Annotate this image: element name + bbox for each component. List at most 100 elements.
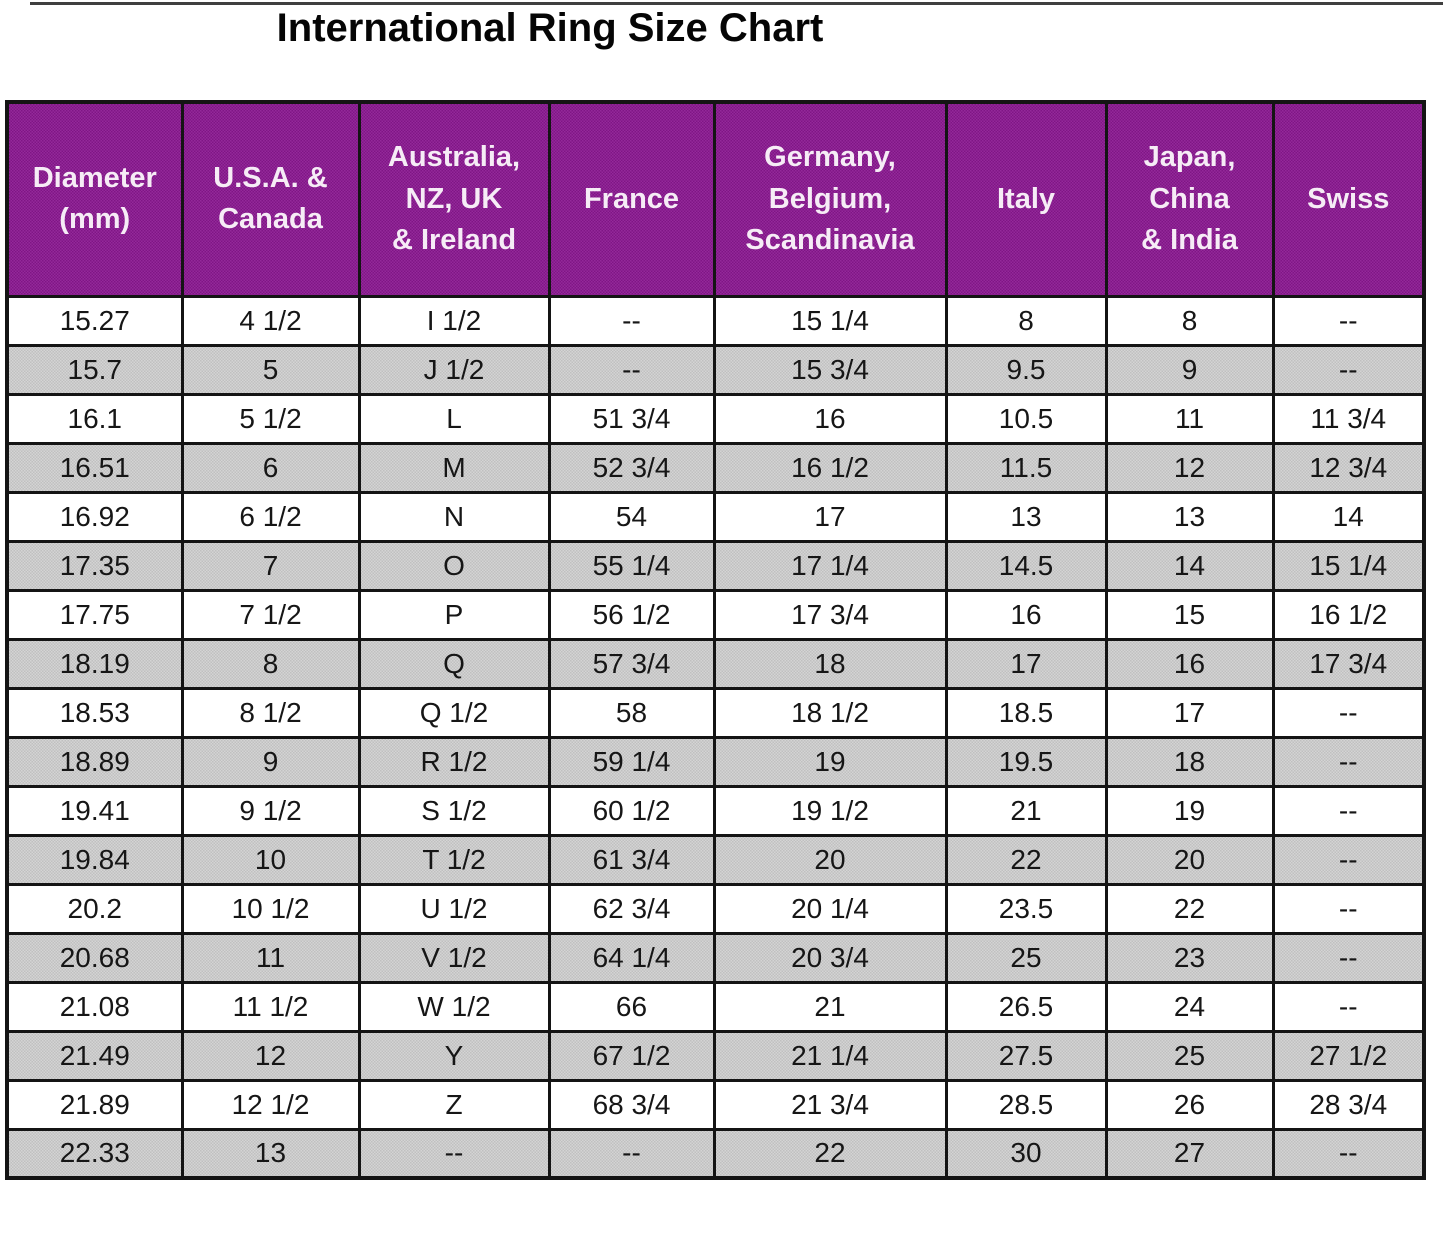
- table-cell-swiss: 16 1/2: [1271, 588, 1426, 641]
- table-cell-australia-nz-uk-ireland: S 1/2: [357, 784, 551, 837]
- table-cell-france: 67 1/2: [547, 1029, 716, 1082]
- table-cell-japan-china-india: 19: [1104, 784, 1275, 837]
- table-cell-france: 68 3/4: [547, 1078, 716, 1131]
- table-cell-france: 51 3/4: [547, 392, 716, 445]
- table-cell-usa-canada: 8: [180, 637, 361, 690]
- table-cell-france: 55 1/4: [547, 539, 716, 592]
- table-cell-japan-china-india: 24: [1104, 980, 1275, 1033]
- table-body: 15.27 4 1/2 I 1/2 -- 15 1/4 8 8 -- 15.7 5 J 1/2 -- 1…: [5, 294, 1426, 1180]
- table-cell-france: 60 1/2: [547, 784, 716, 837]
- table-cell-germany-belgium-scandinavia: 19 1/2: [712, 784, 948, 837]
- table-cell-italy: 27.5: [944, 1029, 1108, 1082]
- table-cell-usa-canada: 11 1/2: [180, 980, 361, 1033]
- table-cell-japan-china-india: 26: [1104, 1078, 1275, 1131]
- table-cell-usa-canada: 9: [180, 735, 361, 788]
- table-row: 16.92 6 1/2 N 54 17 13 13 14: [5, 490, 1426, 543]
- table-cell-australia-nz-uk-ireland: Z: [357, 1078, 551, 1131]
- column-header-france: France: [547, 100, 716, 298]
- table-cell-diameter-mm: 19.41: [5, 784, 184, 837]
- table-cell-germany-belgium-scandinavia: 21 3/4: [712, 1078, 948, 1131]
- table-cell-japan-china-india: 13: [1104, 490, 1275, 543]
- table-cell-usa-canada: 12: [180, 1029, 361, 1082]
- column-header-usa-canada: U.S.A. & Canada: [180, 100, 361, 298]
- table-cell-usa-canada: 5: [180, 343, 361, 396]
- table-cell-italy: 17: [944, 637, 1108, 690]
- table-cell-diameter-mm: 16.1: [5, 392, 184, 445]
- table-cell-swiss: 28 3/4: [1271, 1078, 1426, 1131]
- table-cell-germany-belgium-scandinavia: 18 1/2: [712, 686, 948, 739]
- table-cell-usa-canada: 9 1/2: [180, 784, 361, 837]
- table-cell-diameter-mm: 16.92: [5, 490, 184, 543]
- page-title: International Ring Size Chart: [276, 6, 824, 50]
- table-cell-swiss: 15 1/4: [1271, 539, 1426, 592]
- table-row: 16.1 5 1/2 L 51 3/4 16 10.5 11 11 3/4: [5, 392, 1426, 445]
- table-row: 21.49 12 Y 67 1/2 21 1/4 27.5 25 27 1/2: [5, 1029, 1426, 1082]
- table-cell-italy: 13: [944, 490, 1108, 543]
- table-cell-australia-nz-uk-ireland: V 1/2: [357, 931, 551, 984]
- table-cell-germany-belgium-scandinavia: 18: [712, 637, 948, 690]
- table-cell-germany-belgium-scandinavia: 21: [712, 980, 948, 1033]
- table-cell-japan-china-india: 22: [1104, 882, 1275, 935]
- table-cell-italy: 28.5: [944, 1078, 1108, 1131]
- table-cell-germany-belgium-scandinavia: 21 1/4: [712, 1029, 948, 1082]
- table-cell-germany-belgium-scandinavia: 22: [712, 1127, 948, 1180]
- table-row: 17.35 7 O 55 1/4 17 1/4 14.5 14 15 1/4: [5, 539, 1426, 592]
- table-cell-germany-belgium-scandinavia: 20 1/4: [712, 882, 948, 935]
- table-cell-japan-china-india: 27: [1104, 1127, 1275, 1180]
- table-cell-swiss: --: [1271, 833, 1426, 886]
- table-cell-italy: 16: [944, 588, 1108, 641]
- table-cell-japan-china-india: 17: [1104, 686, 1275, 739]
- table-cell-swiss: --: [1271, 343, 1426, 396]
- table-cell-france: 56 1/2: [547, 588, 716, 641]
- table-cell-australia-nz-uk-ireland: T 1/2: [357, 833, 551, 886]
- table-cell-usa-canada: 7 1/2: [180, 588, 361, 641]
- table-cell-italy: 18.5: [944, 686, 1108, 739]
- table-cell-japan-china-india: 12: [1104, 441, 1275, 494]
- table-cell-japan-china-india: 25: [1104, 1029, 1275, 1082]
- table-cell-swiss: --: [1271, 686, 1426, 739]
- top-divider: [30, 2, 1443, 5]
- table-cell-swiss: 14: [1271, 490, 1426, 543]
- table-cell-italy: 11.5: [944, 441, 1108, 494]
- table-cell-usa-canada: 11: [180, 931, 361, 984]
- table-cell-usa-canada: 12 1/2: [180, 1078, 361, 1131]
- table-cell-italy: 8: [944, 294, 1108, 347]
- table-cell-usa-canada: 5 1/2: [180, 392, 361, 445]
- table-cell-japan-china-india: 8: [1104, 294, 1275, 347]
- table-header: Diameter (mm) U.S.A. & Canada Australia, NZ, …: [5, 100, 1426, 298]
- table-cell-australia-nz-uk-ireland: Q: [357, 637, 551, 690]
- table-cell-italy: 9.5: [944, 343, 1108, 396]
- table-row: 21.08 11 1/2 W 1/2 66 21 26.5 24 --: [5, 980, 1426, 1033]
- column-header-australia-nz-uk-ireland: Australia, NZ, UK & Ireland: [357, 100, 551, 298]
- table-cell-diameter-mm: 15.27: [5, 294, 184, 347]
- table-cell-swiss: 27 1/2: [1271, 1029, 1426, 1082]
- header-row: Diameter (mm) U.S.A. & Canada Australia, NZ, …: [5, 100, 1426, 298]
- table-cell-japan-china-india: 23: [1104, 931, 1275, 984]
- table-cell-france: 52 3/4: [547, 441, 716, 494]
- table-cell-usa-canada: 10: [180, 833, 361, 886]
- table-cell-australia-nz-uk-ireland: M: [357, 441, 551, 494]
- table-cell-germany-belgium-scandinavia: 16 1/2: [712, 441, 948, 494]
- table-cell-australia-nz-uk-ireland: W 1/2: [357, 980, 551, 1033]
- table-cell-france: 59 1/4: [547, 735, 716, 788]
- table-cell-usa-canada: 6 1/2: [180, 490, 361, 543]
- table-cell-australia-nz-uk-ireland: I 1/2: [357, 294, 551, 347]
- table-cell-australia-nz-uk-ireland: Q 1/2: [357, 686, 551, 739]
- table-cell-swiss: --: [1271, 980, 1426, 1033]
- table-cell-italy: 30: [944, 1127, 1108, 1180]
- table-cell-diameter-mm: 15.7: [5, 343, 184, 396]
- table-cell-italy: 23.5: [944, 882, 1108, 935]
- table-cell-australia-nz-uk-ireland: U 1/2: [357, 882, 551, 935]
- table-row: 15.27 4 1/2 I 1/2 -- 15 1/4 8 8 --: [5, 294, 1426, 347]
- table-cell-japan-china-india: 14: [1104, 539, 1275, 592]
- table-cell-diameter-mm: 18.89: [5, 735, 184, 788]
- table-row: 18.19 8 Q 57 3/4 18 17 16 17 3/4: [5, 637, 1426, 690]
- table-cell-france: 64 1/4: [547, 931, 716, 984]
- table-row: 19.84 10 T 1/2 61 3/4 20 22 20 --: [5, 833, 1426, 886]
- table-cell-japan-china-india: 9: [1104, 343, 1275, 396]
- table-cell-japan-china-india: 11: [1104, 392, 1275, 445]
- table-cell-germany-belgium-scandinavia: 16: [712, 392, 948, 445]
- table-cell-australia-nz-uk-ireland: N: [357, 490, 551, 543]
- table-cell-germany-belgium-scandinavia: 15 3/4: [712, 343, 948, 396]
- table-cell-germany-belgium-scandinavia: 17: [712, 490, 948, 543]
